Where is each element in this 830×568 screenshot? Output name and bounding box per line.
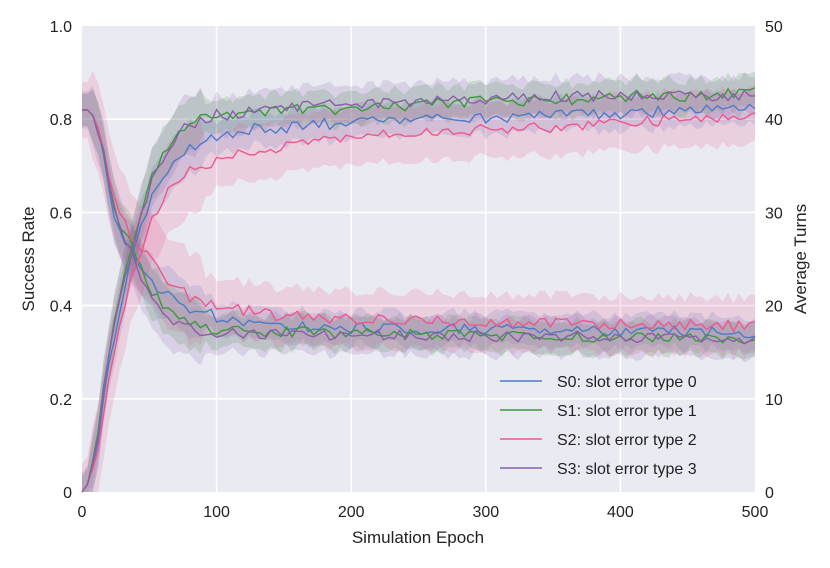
line-S3-success-rate — [81, 89, 755, 493]
y-left-tick-label-0: 0 — [63, 485, 72, 502]
line-S3-average-turns — [82, 109, 756, 345]
x-tick-label-5: 500 — [742, 504, 769, 521]
y-right-axis-ticks: 0 10 20 30 40 50 — [765, 19, 783, 502]
y-left-axis-title: Success Rate — [19, 207, 38, 312]
line-S2-average-turns — [82, 109, 756, 333]
line-S0-success-rate — [81, 103, 756, 493]
line-S2-success-rate — [81, 111, 756, 493]
x-tick-label-2: 200 — [338, 504, 365, 521]
line-S1-success-rate — [81, 87, 756, 493]
y-right-tick-label-1: 10 — [765, 392, 783, 409]
band-S2-success-rate — [82, 84, 755, 492]
y-left-axis-ticks: 0 0.2 0.4 0.6 0.8 1.0 — [50, 19, 72, 502]
series-lines — [81, 87, 756, 493]
plot-background — [82, 26, 755, 492]
y-left-tick-label-1: 0.2 — [50, 392, 72, 409]
legend-label-S0: S0: slot error type 0 — [557, 374, 697, 391]
y-right-tick-label-2: 20 — [765, 299, 783, 316]
y-right-tick-label-5: 50 — [765, 19, 783, 36]
y-right-tick-label-3: 30 — [765, 205, 783, 222]
legend-label-S1: S1: slot error type 1 — [557, 403, 697, 420]
x-axis-ticks: 0 100 200 300 400 500 — [78, 504, 769, 521]
x-tick-label-3: 300 — [472, 504, 499, 521]
y-left-tick-label-4: 0.8 — [50, 112, 72, 129]
x-tick-label-1: 100 — [203, 504, 230, 521]
line-S1-average-turns — [82, 109, 756, 345]
legend: S0: slot error type 0 S1: slot error type… — [500, 374, 697, 478]
band-S0-average-turns — [82, 89, 755, 355]
band-S3-average-turns — [82, 85, 755, 366]
legend-label-S3: S3: slot error type 3 — [557, 461, 697, 478]
y-right-axis-title: Average Turns — [791, 204, 810, 314]
y-right-tick-label-0: 0 — [765, 485, 774, 502]
x-tick-label-4: 400 — [607, 504, 634, 521]
line-S0-average-turns — [82, 109, 756, 339]
y-left-tick-label-5: 1.0 — [50, 19, 72, 36]
y-left-tick-label-2: 0.4 — [50, 299, 72, 316]
band-S2-average-turns — [82, 70, 755, 360]
y-right-tick-label-4: 40 — [765, 112, 783, 129]
x-tick-label-0: 0 — [78, 504, 87, 521]
x-axis-title: Simulation Epoch — [352, 528, 484, 547]
y-left-tick-label-3: 0.6 — [50, 205, 72, 222]
legend-label-S2: S2: slot error type 2 — [557, 432, 697, 449]
